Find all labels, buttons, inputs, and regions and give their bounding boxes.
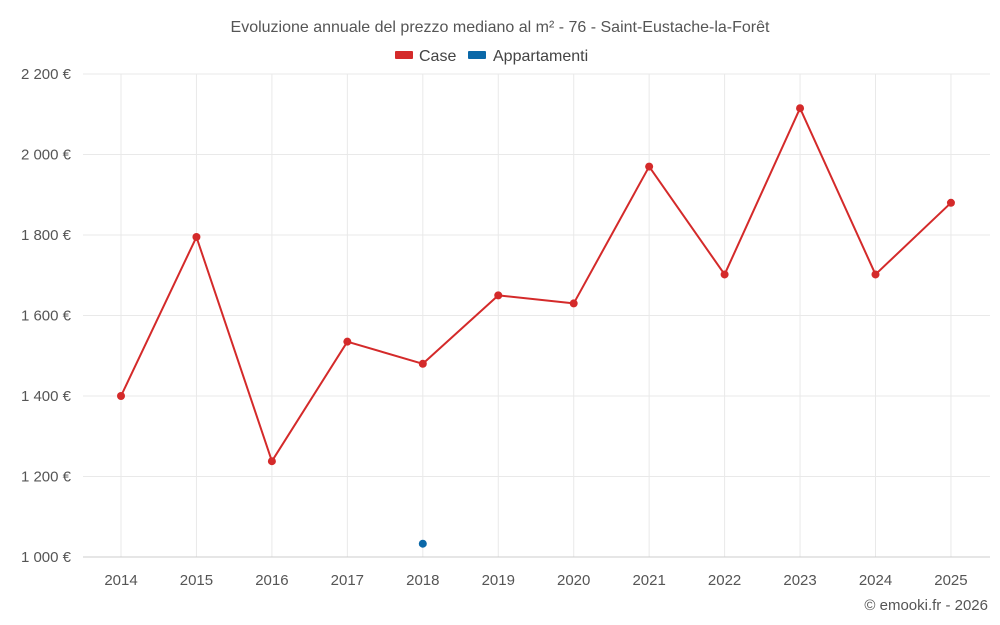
- data-point-case[interactable]: [494, 291, 503, 300]
- chart-title: Evoluzione annuale del prezzo mediano al…: [231, 19, 771, 36]
- x-tick-label: 2025: [934, 572, 967, 589]
- label-layer: 1 000 € 1 200 € 1 400 € 1 600 € 1 800 € 2 000…: [21, 66, 968, 589]
- credit-text: © emooki.fr - 2026: [864, 597, 988, 614]
- legend-label-appartamenti: Appartamenti: [493, 48, 588, 65]
- x-tick-label: 2022: [708, 572, 741, 589]
- y-tick-label: 1 600 €: [21, 308, 72, 325]
- x-tick-label: 2024: [859, 572, 892, 589]
- data-point-case[interactable]: [871, 270, 880, 279]
- legend-item-appartamenti[interactable]: Appartamenti: [468, 48, 588, 65]
- series-line-case: [120, 107, 952, 463]
- data-point-case[interactable]: [192, 233, 201, 242]
- data-point-appartamenti[interactable]: [418, 539, 427, 548]
- x-tick-label: 2018: [406, 572, 439, 589]
- data-point-case[interactable]: [720, 270, 729, 279]
- y-tick-label: 1 000 €: [21, 549, 72, 566]
- x-tick-label: 2014: [104, 572, 137, 589]
- data-point-case[interactable]: [117, 392, 125, 400]
- x-tick-label: 2016: [255, 572, 288, 589]
- data-point-case[interactable]: [796, 104, 805, 113]
- x-tick-label: 2020: [557, 572, 590, 589]
- data-point-case[interactable]: [645, 162, 654, 171]
- x-tick-label: 2021: [632, 572, 665, 589]
- y-tick-label: 2 200 €: [21, 66, 72, 83]
- legend-item-case[interactable]: Case: [395, 48, 456, 65]
- grid-layer: [83, 73, 990, 557]
- y-tick-label: 1 400 €: [21, 388, 72, 405]
- data-point-case[interactable]: [418, 359, 427, 368]
- y-tick-label: 1 800 €: [21, 227, 72, 244]
- data-point-case[interactable]: [569, 299, 578, 308]
- legend-swatch-case: [395, 51, 413, 59]
- x-tick-label: 2017: [331, 572, 364, 589]
- legend: Case Appartamenti: [395, 48, 588, 65]
- series-layer: [117, 104, 955, 548]
- data-point-case[interactable]: [343, 337, 352, 346]
- legend-swatch-appartamenti: [468, 51, 486, 59]
- data-point-case[interactable]: [267, 457, 276, 466]
- x-tick-label: 2019: [482, 572, 515, 589]
- legend-label-case: Case: [419, 48, 456, 65]
- x-tick-label: 2023: [783, 572, 816, 589]
- x-tick-label: 2015: [180, 572, 213, 589]
- data-point-case[interactable]: [946, 198, 955, 207]
- y-tick-label: 1 200 €: [21, 469, 72, 486]
- y-tick-label: 2 000 €: [21, 147, 72, 164]
